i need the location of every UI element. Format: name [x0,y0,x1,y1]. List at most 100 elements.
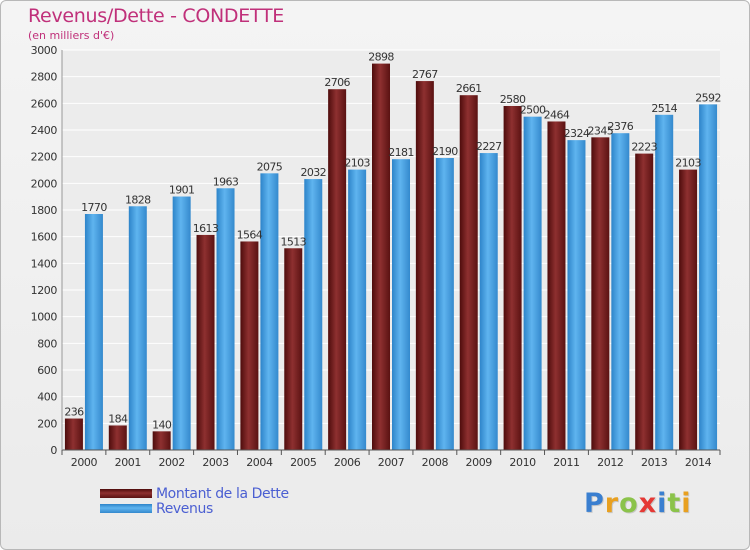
x-tick-label: 2006 [334,456,361,469]
data-label-debt: 2464 [544,108,570,121]
bar-revenue [216,188,235,450]
chart-subtitle: (en milliers d'€) [28,29,115,42]
data-label-debt: 2345 [588,124,614,137]
bar-revenue [304,179,323,451]
bar-revenue [260,173,279,451]
bar-revenue [655,114,674,451]
x-tick-label: 2007 [378,456,405,469]
data-label-debt: 184 [108,412,128,425]
y-tick-label: 1400 [31,257,58,270]
bar-revenue [611,133,630,450]
data-label-revenue: 1901 [169,184,195,197]
y-tick-label: 2800 [31,71,58,84]
logo-letter: o [619,488,639,519]
data-label-debt: 2580 [500,93,526,106]
bar-debt [328,89,347,450]
data-label-revenue: 2324 [564,127,590,140]
data-label-debt: 1613 [193,222,219,235]
logo-letter: x [638,488,658,519]
plot-area [62,50,720,450]
chart-title: Revenus/Dette - CONDETTE [28,5,284,27]
data-label-revenue: 2500 [520,104,546,117]
data-label-debt: 1564 [237,228,263,241]
data-label-debt: 2898 [368,51,394,64]
bar-debt [591,137,610,451]
y-tick-label: 2000 [31,177,58,190]
chart-legend: Montant de la Dette Revenus [100,485,289,517]
bar-debt [196,234,215,450]
bar-revenue [699,104,718,451]
bar-revenue [172,196,191,450]
legend-item-debt: Montant de la Dette [100,485,289,502]
x-tick-label: 2010 [509,456,536,469]
y-tick-label: 2200 [31,151,58,164]
data-label-debt: 236 [64,406,84,419]
data-label-debt: 2767 [412,68,438,81]
x-tick-label: 2014 [685,456,712,469]
data-label-revenue: 2376 [608,120,634,133]
data-label-revenue: 2514 [651,102,677,115]
y-tick-label: 600 [37,364,57,377]
x-tick-label: 2012 [597,456,623,469]
x-tick-label: 2011 [553,456,579,469]
data-label-revenue: 2032 [300,166,326,179]
data-label-revenue: 1828 [125,193,151,206]
data-label-revenue: 2227 [476,140,502,153]
x-tick-label: 2009 [466,456,493,469]
bar-revenue [479,153,498,451]
x-tick-label: 2008 [422,456,449,469]
bar-debt [372,63,390,450]
y-tick-label: 1200 [31,284,58,297]
data-label-revenue: 2075 [257,160,283,173]
data-label-revenue: 1770 [81,201,107,214]
bar-debt [64,418,83,450]
x-tick-label: 2004 [246,456,273,469]
data-label-revenue: 2103 [344,157,370,170]
legend-swatch-debt [100,489,152,498]
data-label-debt: 1513 [280,235,306,248]
data-label-debt: 140 [152,418,172,431]
logo-letter: t [667,488,682,519]
data-label-revenue: 2190 [432,145,458,158]
y-tick-label: 400 [37,391,57,404]
data-label-debt: 2706 [324,76,350,89]
x-tick-label: 2000 [71,456,98,469]
y-tick-label: 0 [50,444,57,457]
bar-revenue [392,159,410,450]
bar-revenue [128,206,147,450]
legend-item-revenue: Revenus [100,500,289,517]
y-tick-label: 2600 [31,97,58,110]
bar-debt [679,169,698,450]
x-tick-label: 2001 [115,456,141,469]
bar-debt [152,431,171,450]
legend-swatch-revenue [100,504,152,513]
y-tick-label: 1800 [31,204,58,217]
bar-debt [459,95,478,450]
bar-debt [547,121,566,450]
y-tick-label: 200 [37,417,57,430]
y-tick-label: 2400 [31,124,58,137]
y-tick-label: 1600 [31,231,58,244]
legend-label-revenue: Revenus [156,500,213,517]
bar-revenue [348,169,367,450]
y-tick-label: 3000 [31,44,58,57]
bar-revenue [84,214,103,450]
logo-letter: P [584,488,605,519]
bar-debt [284,248,303,450]
logo-letter: i [681,488,692,519]
data-label-debt: 2103 [675,157,701,170]
bar-debt [108,425,127,450]
logo-letter: i [657,488,668,519]
y-tick-label: 1000 [31,311,58,324]
bar-debt [635,153,654,450]
data-label-revenue: 1963 [213,175,239,188]
data-label-revenue: 2181 [388,146,414,159]
data-label-debt: 2223 [631,141,657,154]
data-label-debt: 2661 [456,82,482,95]
bar-debt [503,106,522,450]
proxiti-logo: Proxiti [584,488,692,519]
legend-label-debt: Montant de la Dette [156,485,289,502]
x-tick-label: 2003 [202,456,229,469]
bar-debt [415,81,434,451]
